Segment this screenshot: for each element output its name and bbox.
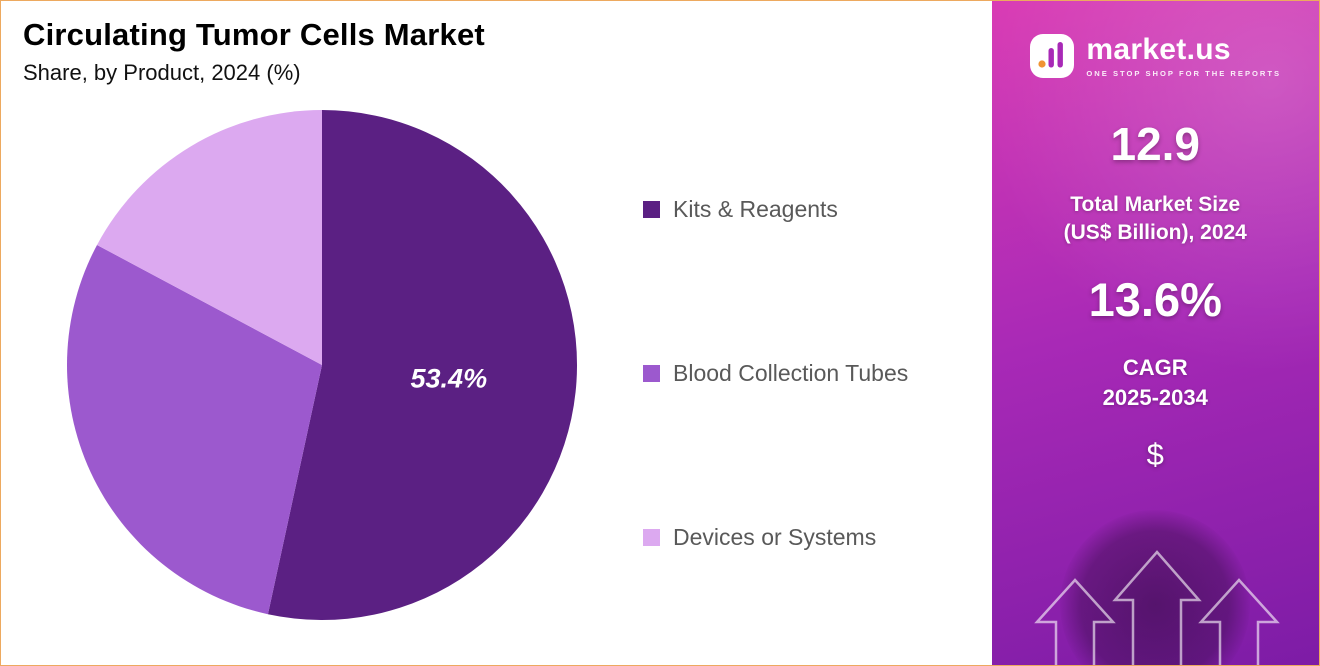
pie-slice-0 <box>267 110 578 620</box>
logo-name: market.us <box>1086 32 1231 66</box>
pie-chart-svg: 53.4% <box>67 110 578 620</box>
market-size-label-line1: Total Market Size <box>1070 193 1241 216</box>
chart-body: 53.4% Kits & Reagents Blood Collection Tu… <box>23 86 990 646</box>
chart-panel: Circulating Tumor Cells Market Share, by… <box>1 1 990 665</box>
cagr-label: CAGR 2025-2034 <box>1103 353 1208 412</box>
pie-slice-1 <box>67 244 322 615</box>
legend-label: Devices or Systems <box>673 524 877 550</box>
cagr-label-line2: 2025-2034 <box>1102 385 1208 411</box>
pie-data-label: 53.4% <box>411 364 488 394</box>
legend-marker-icon <box>643 365 660 382</box>
market-size-value: 12.9 <box>1110 118 1201 170</box>
up-arrow-icon <box>1033 578 1116 665</box>
legend-label: Blood Collection Tubes <box>673 360 909 386</box>
dollar-symbol: $ <box>1146 436 1164 472</box>
logo-mark-icon <box>1030 34 1075 78</box>
up-arrows-decoration <box>1033 550 1280 665</box>
cagr-label-line1: CAGR <box>1122 355 1188 381</box>
legend-item-2: Devices or Systems <box>643 524 908 551</box>
logo-tagline: ONE STOP SHOP FOR THE REPORTS <box>1086 68 1282 78</box>
legend-marker-icon <box>643 529 660 546</box>
legend-item-0: Kits & Reagents <box>643 196 908 223</box>
logo-text-block: market.us ONE STOP SHOP FOR THE REPORTS <box>1086 32 1282 78</box>
legend: Kits & Reagents Blood Collection Tubes Dev… <box>643 196 908 551</box>
chart-subtitle: Share, by Product, 2024 (%) <box>23 60 301 85</box>
logo-dot <box>1038 60 1046 68</box>
cagr-value: 13.6% <box>1088 273 1222 327</box>
legend-label: Kits & Reagents <box>673 196 838 222</box>
market-size-label-line2: (US$ Billion), 2024 <box>1063 220 1247 244</box>
legend-item-1: Blood Collection Tubes <box>643 360 908 387</box>
market-size-label: Total Market Size (US$ Billion), 2024 <box>1064 191 1247 246</box>
market-us-logo: market.us ONE STOP SHOP FOR THE REPORTS <box>1029 33 1281 79</box>
legend-marker-icon <box>643 201 660 218</box>
up-arrow-icon <box>1111 550 1202 665</box>
pie-slice-2 <box>97 110 322 365</box>
up-arrow-icon <box>1197 578 1280 665</box>
pie-chart: 53.4% <box>57 100 587 635</box>
chart-title: Circulating Tumor Cells Market <box>23 17 485 52</box>
sidebar: market.us ONE STOP SHOP FOR THE REPORTS … <box>989 1 1319 665</box>
